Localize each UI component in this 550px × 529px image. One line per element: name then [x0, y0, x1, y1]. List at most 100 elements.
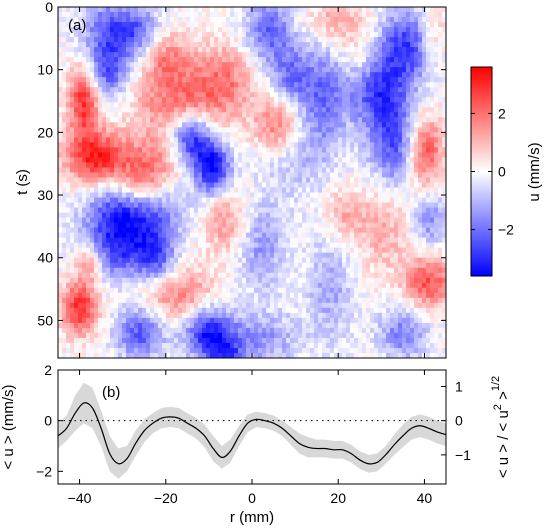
heatmap-cell: [330, 77, 335, 83]
heatmap-cell: [90, 72, 95, 78]
heatmap-cell: [350, 7, 355, 13]
heatmap-cell: [166, 12, 171, 18]
heatmap-cell: [210, 27, 215, 33]
heatmap-cell: [154, 87, 159, 93]
heatmap-cell: [86, 202, 91, 208]
heatmap-cell: [358, 37, 363, 43]
heatmap-cell: [154, 222, 159, 229]
heatmap-cell: [190, 187, 195, 193]
heatmap-cell: [370, 162, 375, 168]
heatmap-cell: [182, 122, 187, 128]
heatmap-cell: [258, 17, 263, 23]
heatmap-cell: [190, 207, 195, 213]
heatmap-cell: [90, 102, 95, 108]
heatmap-cell: [102, 147, 107, 153]
heatmap-cell: [270, 242, 275, 249]
heatmap-cell: [394, 62, 399, 68]
heatmap-cell: [318, 177, 323, 183]
heatmap-cell: [350, 222, 355, 229]
heatmap-cell: [118, 182, 123, 188]
heatmap-cell: [438, 182, 443, 188]
heatmap-cell: [146, 262, 151, 269]
heatmap-cell: [394, 192, 399, 198]
heatmap-cell: [250, 222, 255, 229]
heatmap-cell: [126, 232, 131, 239]
heatmap-cell: [194, 187, 199, 193]
heatmap-cell: [366, 187, 371, 193]
heatmap-cell: [162, 122, 167, 128]
heatmap-cell: [310, 112, 315, 118]
heatmap-cell: [386, 207, 391, 213]
heatmap-cell: [386, 172, 391, 178]
heatmap-cell: [74, 157, 79, 163]
heatmap-cell: [306, 147, 311, 153]
heatmap-cell: [310, 37, 315, 43]
heatmap-cell: [98, 192, 103, 198]
heatmap-cell: [74, 147, 79, 153]
heatmap-cell: [90, 82, 95, 88]
heatmap-cell: [182, 252, 187, 259]
heatmap-cell: [330, 17, 335, 23]
heatmap-cell: [266, 177, 271, 183]
heatmap-cell: [314, 62, 319, 68]
heatmap-cell: [134, 27, 139, 33]
heatmap-cell: [430, 242, 435, 249]
heatmap-cell: [422, 127, 427, 133]
heatmap-cell: [426, 42, 431, 48]
heatmap-cell: [306, 127, 311, 133]
heatmap-cell: [338, 12, 343, 18]
heatmap-cell: [138, 122, 143, 128]
heatmap-cell: [438, 197, 443, 203]
heatmap-cell: [226, 112, 231, 118]
heatmap-cell: [402, 192, 407, 198]
heatmap-cell: [374, 212, 379, 218]
heatmap-cell: [86, 117, 91, 123]
heatmap-cell: [126, 132, 131, 138]
heatmap-cell: [442, 82, 447, 88]
heatmap-cell: [158, 202, 163, 208]
heatmap-cell: [286, 172, 291, 178]
heatmap-cell: [174, 262, 179, 269]
heatmap-cell: [314, 22, 319, 28]
heatmap-cell: [426, 27, 431, 33]
heatmap-cell: [246, 17, 251, 23]
heatmap-cell: [218, 77, 223, 83]
heatmap-cell: [86, 67, 91, 73]
heatmap-cell: [130, 7, 135, 13]
heatmap-cell: [434, 232, 439, 239]
heatmap-cell: [130, 212, 135, 218]
heatmap-cell: [358, 242, 363, 249]
heatmap-cell: [138, 147, 143, 153]
heatmap-cell: [254, 127, 259, 133]
heatmap-cell: [330, 122, 335, 128]
heatmap-cell: [414, 187, 419, 193]
heatmap-cell: [322, 22, 327, 28]
heatmap-cell: [410, 212, 415, 218]
heatmap-cell: [258, 212, 263, 218]
heatmap-cell: [162, 57, 167, 63]
heatmap-cell: [190, 102, 195, 108]
heatmap-cell: [338, 157, 343, 163]
heatmap-cell: [114, 92, 119, 98]
heatmap-cell: [190, 237, 195, 244]
heatmap-cell: [246, 92, 251, 98]
heatmap-cell: [110, 72, 115, 78]
heatmap-cell: [350, 47, 355, 53]
heatmap-cell: [366, 162, 371, 168]
heatmap-cell: [306, 252, 311, 259]
heatmap-cell: [310, 147, 315, 153]
heatmap-cell: [142, 57, 147, 63]
heatmap-cell: [398, 27, 403, 33]
heatmap-cell: [150, 7, 155, 13]
heatmap-cell: [258, 72, 263, 78]
heatmap-cell: [206, 157, 211, 163]
heatmap-cell: [354, 252, 359, 259]
heatmap-cell: [178, 27, 183, 33]
heatmap-cell: [250, 127, 255, 133]
heatmap-cell: [78, 77, 83, 83]
heatmap-cell: [278, 202, 283, 208]
heatmap-cell: [146, 192, 151, 198]
heatmap-cell: [78, 152, 83, 158]
heatmap-cell: [226, 202, 231, 208]
heatmap-cell: [134, 192, 139, 198]
